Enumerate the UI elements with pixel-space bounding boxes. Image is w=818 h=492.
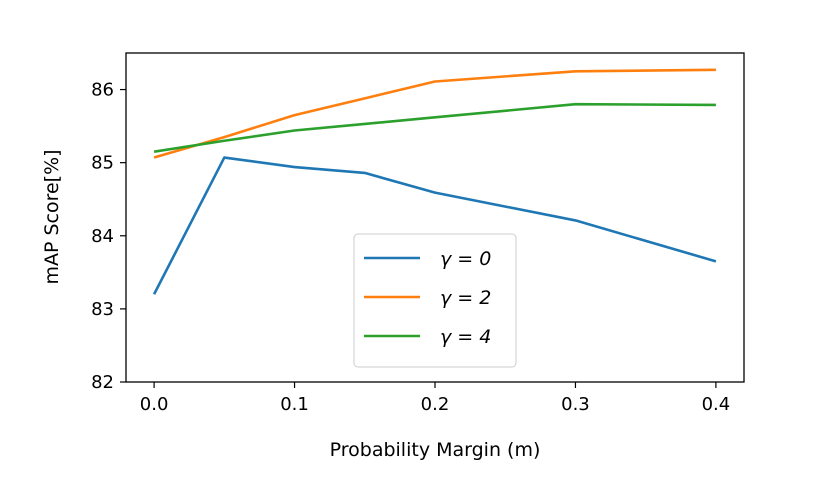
x-tick-label: 0.3 <box>561 394 590 415</box>
x-axis: 0.0 0.1 0.2 0.3 0.4 <box>140 382 730 415</box>
x-axis-title: Probability Margin (m) <box>330 439 541 461</box>
series-line-2 <box>153 102 716 153</box>
y-tick-label: 86 <box>91 80 114 101</box>
series-layer <box>152 68 717 295</box>
legend-box <box>353 233 517 368</box>
x-tick-label: 0.4 <box>702 394 731 415</box>
x-tick-label: 0.1 <box>280 394 309 415</box>
series-line-0 <box>152 156 717 295</box>
x-tick-label: 0.0 <box>140 394 169 415</box>
legend: γ = 0 γ = 2 γ = 4 <box>353 233 517 368</box>
y-tick-label: 83 <box>91 299 114 320</box>
y-tick-label: 84 <box>91 226 114 247</box>
legend-label-0: γ = 0 <box>440 248 491 270</box>
x-tick-label: 0.2 <box>421 394 450 415</box>
legend-label-2: γ = 4 <box>440 326 491 348</box>
y-tick-label: 82 <box>91 372 114 393</box>
y-axis: 82 83 84 85 86 <box>91 80 126 393</box>
series-line-1 <box>153 68 716 159</box>
y-tick-label: 85 <box>91 153 114 174</box>
legend-label-1: γ = 2 <box>440 287 491 309</box>
y-axis-title: mAP Score[%] <box>41 149 63 284</box>
